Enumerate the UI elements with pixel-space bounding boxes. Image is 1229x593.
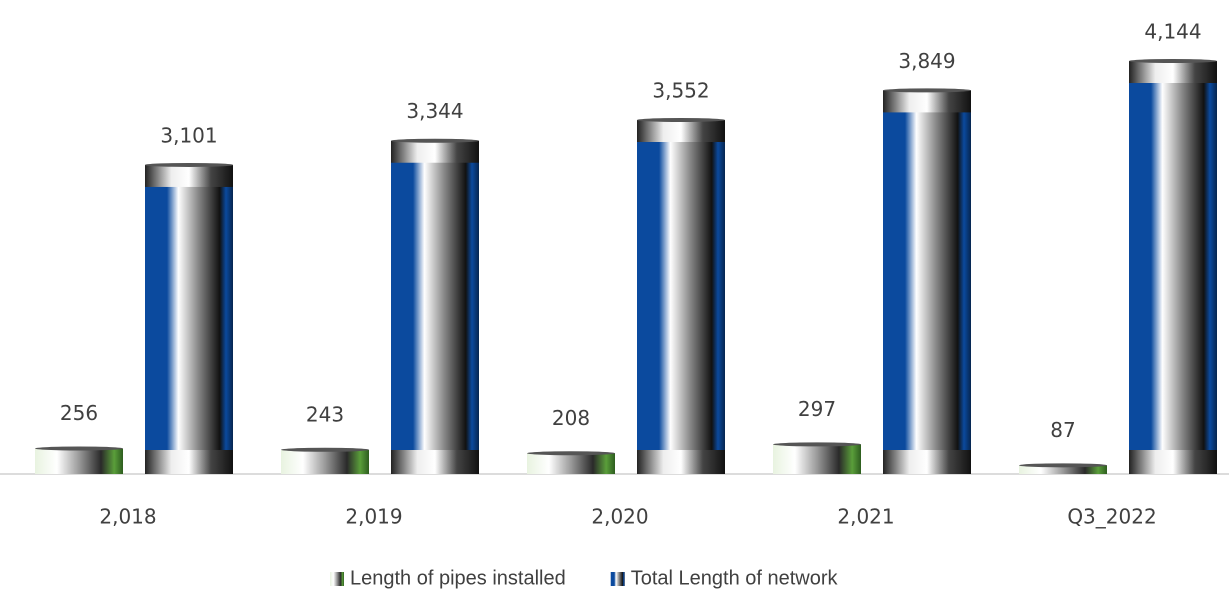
bar-foot <box>883 450 971 474</box>
data-label: 3,552 <box>652 79 709 103</box>
x-tick-label: 2,019 <box>345 505 402 529</box>
bar <box>883 90 971 475</box>
bar <box>1129 61 1217 474</box>
bar <box>391 140 479 474</box>
legend-label: Length of pipes installed <box>350 567 566 589</box>
bar-cap <box>145 164 233 187</box>
data-label: 208 <box>552 406 590 430</box>
bar-cap <box>1129 61 1217 83</box>
bar-top <box>637 118 725 122</box>
data-label: 256 <box>60 401 98 425</box>
bar <box>1019 465 1107 474</box>
legend-swatch <box>330 572 344 586</box>
bar-top <box>145 162 233 167</box>
bar-top <box>391 138 479 143</box>
bar-top <box>1129 59 1217 63</box>
data-label: 87 <box>1050 418 1075 442</box>
bar-foot <box>391 450 479 474</box>
bar-top <box>773 442 861 447</box>
bar <box>35 448 123 474</box>
x-tick-label: 2,018 <box>99 505 156 529</box>
bar <box>281 449 369 474</box>
bar-cap <box>391 140 479 163</box>
x-tick-label: Q3_2022 <box>1067 505 1156 529</box>
bar-top <box>527 451 615 456</box>
bar-cap <box>637 120 725 142</box>
x-tick-label: 2,020 <box>591 505 648 529</box>
bar <box>637 120 725 474</box>
data-label: 3,849 <box>898 49 955 73</box>
x-tick-label: 2,021 <box>837 505 894 529</box>
legend-swatch <box>610 572 625 586</box>
data-label: 243 <box>306 402 344 426</box>
legend-label: Total Length of network <box>631 567 839 589</box>
bar-foot <box>145 450 233 474</box>
bar <box>145 164 233 474</box>
data-label: 3,344 <box>406 99 463 123</box>
data-label: 297 <box>798 397 836 421</box>
data-label: 4,144 <box>1144 20 1201 44</box>
bar-foot <box>637 450 725 474</box>
bar-top <box>281 447 369 452</box>
data-label: 3,101 <box>160 123 217 147</box>
bar-foot <box>1129 450 1217 474</box>
bar-top <box>1019 463 1107 468</box>
bar-top <box>35 446 123 451</box>
bar-cap <box>883 90 971 113</box>
bar <box>527 453 615 474</box>
bar <box>773 444 861 474</box>
bar-top <box>883 88 971 93</box>
